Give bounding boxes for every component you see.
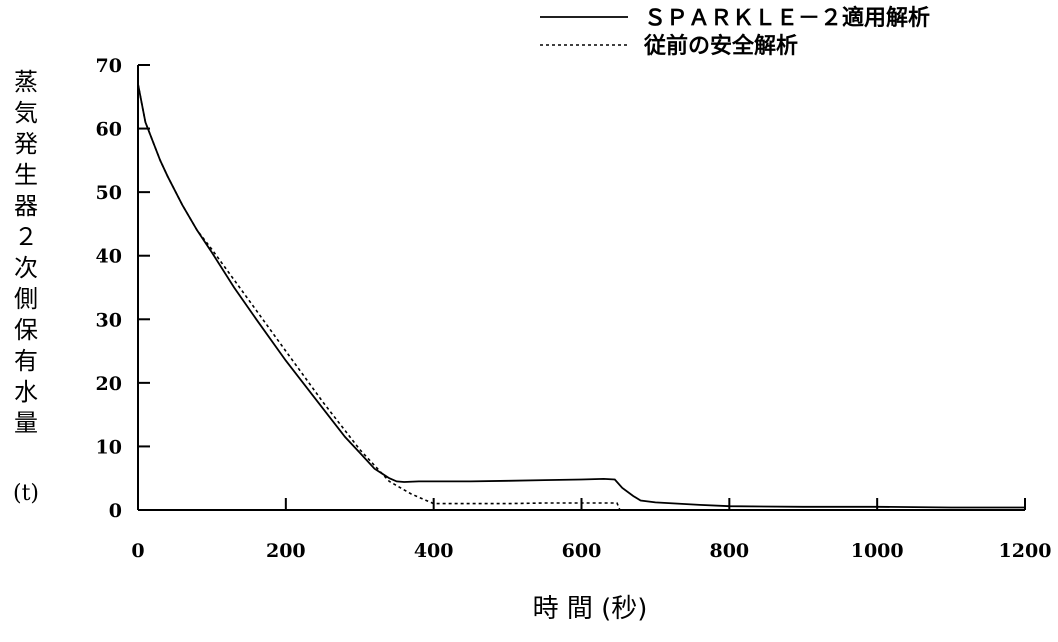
y-axis-unit: (t): [13, 481, 39, 506]
y-axis-label-char: 蒸: [14, 68, 38, 96]
x-tick-label: 0: [131, 540, 144, 562]
y-axis-label-char: 水: [14, 378, 38, 406]
series-line-solid: [137, 83, 1025, 509]
y-axis-label-char: ２: [14, 223, 38, 251]
y-tick-label: 50: [96, 182, 122, 204]
x-tick-label: 1200: [999, 540, 1052, 562]
x-tick-label: 1000: [851, 540, 904, 562]
y-tick-label: 60: [96, 119, 122, 141]
axes: [137, 65, 1025, 511]
series-line-dotted: [137, 83, 1025, 511]
y-tick-label: 70: [96, 55, 122, 77]
y-tick-label: 10: [96, 436, 122, 458]
x-tick-label: 200: [266, 540, 306, 562]
y-axis-label-char: 有: [14, 347, 38, 375]
y-axis-label-char: 保: [14, 316, 38, 344]
y-tick-label: 30: [96, 309, 122, 331]
y-axis-label-char: 発: [14, 130, 38, 158]
x-axis-ticks: 0 200 400 600 800 1000 1200: [131, 498, 1051, 562]
y-tick-label: 0: [109, 500, 122, 522]
x-axis-label: 時 間 (秒): [533, 594, 648, 624]
series-group: [137, 83, 1025, 511]
y-axis-ticks: 0 10 20 30 40 50 60 70: [96, 55, 150, 522]
legend-label: 従前の安全解析: [643, 33, 798, 59]
y-axis-label-char: 気: [14, 99, 38, 127]
y-axis-label-char: 次: [14, 254, 38, 282]
x-tick-label: 400: [414, 540, 454, 562]
y-tick-label: 40: [96, 246, 122, 268]
y-axis-label-char: 器: [14, 192, 38, 220]
y-axis-label-char: 量: [14, 409, 38, 437]
y-axis-label-char: 側: [14, 285, 38, 313]
x-tick-label: 600: [562, 540, 602, 562]
y-axis-label-char: 生: [14, 161, 38, 189]
legend-label: ＳＰＡＲＫＬＥ－２適用解析: [644, 5, 930, 31]
x-tick-label: 800: [709, 540, 749, 562]
y-tick-label: 20: [96, 373, 122, 395]
